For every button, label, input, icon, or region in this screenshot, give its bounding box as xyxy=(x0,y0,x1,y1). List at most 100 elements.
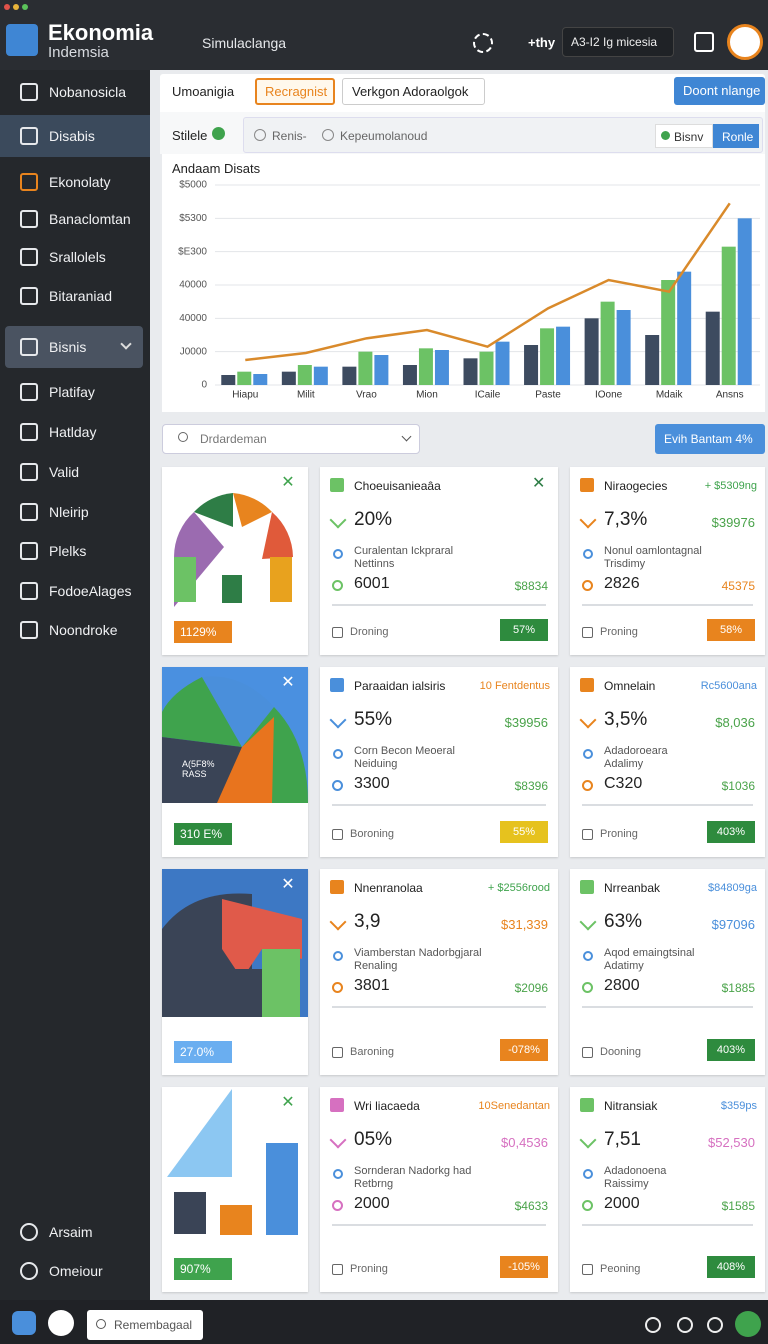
close-icon[interactable]: ✕ xyxy=(281,1094,295,1111)
value-icon xyxy=(579,913,597,931)
checkbox[interactable] xyxy=(582,1047,593,1058)
bar xyxy=(556,326,571,385)
avatar[interactable] xyxy=(727,24,763,60)
card-note: Nonul oamlontagnal xyxy=(604,545,702,557)
y-tick-label: J0000 xyxy=(180,346,208,357)
card-count-amount: $8396 xyxy=(514,779,548,793)
taskbar-app[interactable] xyxy=(12,1311,36,1335)
dropdown-label: A3-I2 Ig micesia xyxy=(571,35,658,49)
tray-icon[interactable] xyxy=(645,1317,661,1333)
search-field[interactable] xyxy=(162,424,420,454)
tab[interactable] xyxy=(342,78,485,105)
card-value: 3,5% xyxy=(604,709,648,730)
sidebar-icon xyxy=(20,383,38,401)
dropdown[interactable]: A3-I2 Ig micesia xyxy=(562,27,674,57)
card-note: Renaling xyxy=(354,960,398,972)
bar xyxy=(661,280,676,385)
sidebar-item[interactable]: FodoeAlages xyxy=(49,583,132,599)
bar xyxy=(600,301,615,385)
y-tick-label: 40000 xyxy=(179,313,207,324)
tray-icon[interactable] xyxy=(707,1317,723,1333)
tray-app[interactable] xyxy=(735,1311,761,1337)
sidebar-item[interactable]: Nleirip xyxy=(49,504,89,520)
value-icon xyxy=(579,1131,597,1149)
checkbox[interactable] xyxy=(332,1047,343,1058)
toggle[interactable] xyxy=(713,124,759,148)
radio[interactable] xyxy=(254,129,266,141)
shape xyxy=(222,575,242,603)
card-note: Neiduing xyxy=(354,758,398,770)
x-tick-label: Mdaik xyxy=(656,390,684,401)
close-icon[interactable]: ✕ xyxy=(281,674,295,691)
badge-label: 55% xyxy=(512,826,536,838)
sidebar-item[interactable]: Banaclomtan xyxy=(49,211,131,227)
card-icon xyxy=(330,1098,344,1112)
divider xyxy=(582,1224,753,1226)
count-icon xyxy=(332,1200,343,1211)
badge: 403% xyxy=(707,821,755,843)
sidebar-item[interactable]: Arsaim xyxy=(49,1224,93,1240)
sidebar-item[interactable]: Disabis xyxy=(49,128,95,144)
card-footer: Baroning xyxy=(350,1046,395,1058)
card-title: Nnenranolaa xyxy=(354,881,423,895)
sidebar-item[interactable]: Valid xyxy=(49,464,80,480)
sidebar-item[interactable]: Noondroke xyxy=(49,622,118,638)
settings-icon[interactable] xyxy=(473,33,493,53)
y-tick-label: 0 xyxy=(201,380,207,391)
card-footer: Peoning xyxy=(600,1263,641,1275)
card-note: Adadoroeara xyxy=(604,745,668,757)
note-icon xyxy=(583,749,593,759)
taskbar-app[interactable] xyxy=(48,1310,74,1336)
shape xyxy=(162,737,242,803)
search-button[interactable]: Evih Bantam 4% xyxy=(655,424,765,454)
card-count-amount: 45375 xyxy=(721,579,755,593)
tab-label: Umoanigia xyxy=(172,84,235,99)
search-icon xyxy=(178,432,188,442)
divider xyxy=(332,1224,546,1226)
checkbox[interactable] xyxy=(332,627,343,638)
checkbox[interactable] xyxy=(582,829,593,840)
radio[interactable] xyxy=(322,129,334,141)
x-tick-label: Mion xyxy=(416,390,438,401)
checkbox[interactable] xyxy=(582,627,593,638)
divider xyxy=(332,604,546,606)
sidebar-item[interactable]: Ekonolaty xyxy=(49,174,111,190)
card-footer: Proning xyxy=(600,626,638,638)
card-tag: Rc5600ana xyxy=(700,680,757,692)
sidebar-item[interactable]: Hatlday xyxy=(49,424,97,440)
sidebar-item[interactable]: Bitaraniad xyxy=(49,288,113,304)
badge: 403% xyxy=(707,1039,755,1061)
card-icon xyxy=(330,478,344,492)
shape xyxy=(202,676,274,747)
sidebar-item[interactable]: Srallolels xyxy=(49,249,106,265)
tray-icon[interactable] xyxy=(677,1317,693,1333)
close-icon[interactable]: ✕ xyxy=(281,876,295,893)
taskbar-search[interactable] xyxy=(87,1310,203,1340)
thumb-graphic xyxy=(162,467,308,607)
action-button[interactable]: Doont nlange xyxy=(674,77,765,105)
sidebar-item[interactable]: Nobanosicla xyxy=(49,84,127,100)
checkbox[interactable] xyxy=(332,1264,343,1275)
checkbox[interactable] xyxy=(582,1264,593,1275)
badge-label: 310 E% xyxy=(180,827,223,841)
checkbox[interactable] xyxy=(332,829,343,840)
tab-label: Recragnist xyxy=(265,84,328,99)
tab[interactable] xyxy=(255,78,335,105)
count-icon xyxy=(582,1200,593,1211)
sidebar-icon xyxy=(20,248,38,266)
card-note: Adalimy xyxy=(604,758,644,770)
bar xyxy=(374,355,389,385)
divider xyxy=(582,1006,753,1008)
thumb-card: ✕ 27.0% xyxy=(162,869,308,1075)
sidebar-item[interactable]: Omeiour xyxy=(49,1263,103,1279)
close-icon[interactable]: ✕ xyxy=(532,475,546,492)
sidebar-icon xyxy=(20,542,38,560)
sidebar-item[interactable]: Bisnis xyxy=(49,339,87,355)
filter-label: Stilele xyxy=(172,128,208,143)
sidebar-item[interactable]: Platifay xyxy=(49,384,95,400)
sidebar-item[interactable]: Plelks xyxy=(49,543,87,559)
shape xyxy=(194,493,233,527)
store-icon[interactable] xyxy=(694,32,714,52)
note-icon xyxy=(583,1169,593,1179)
close-icon[interactable]: ✕ xyxy=(281,474,295,491)
